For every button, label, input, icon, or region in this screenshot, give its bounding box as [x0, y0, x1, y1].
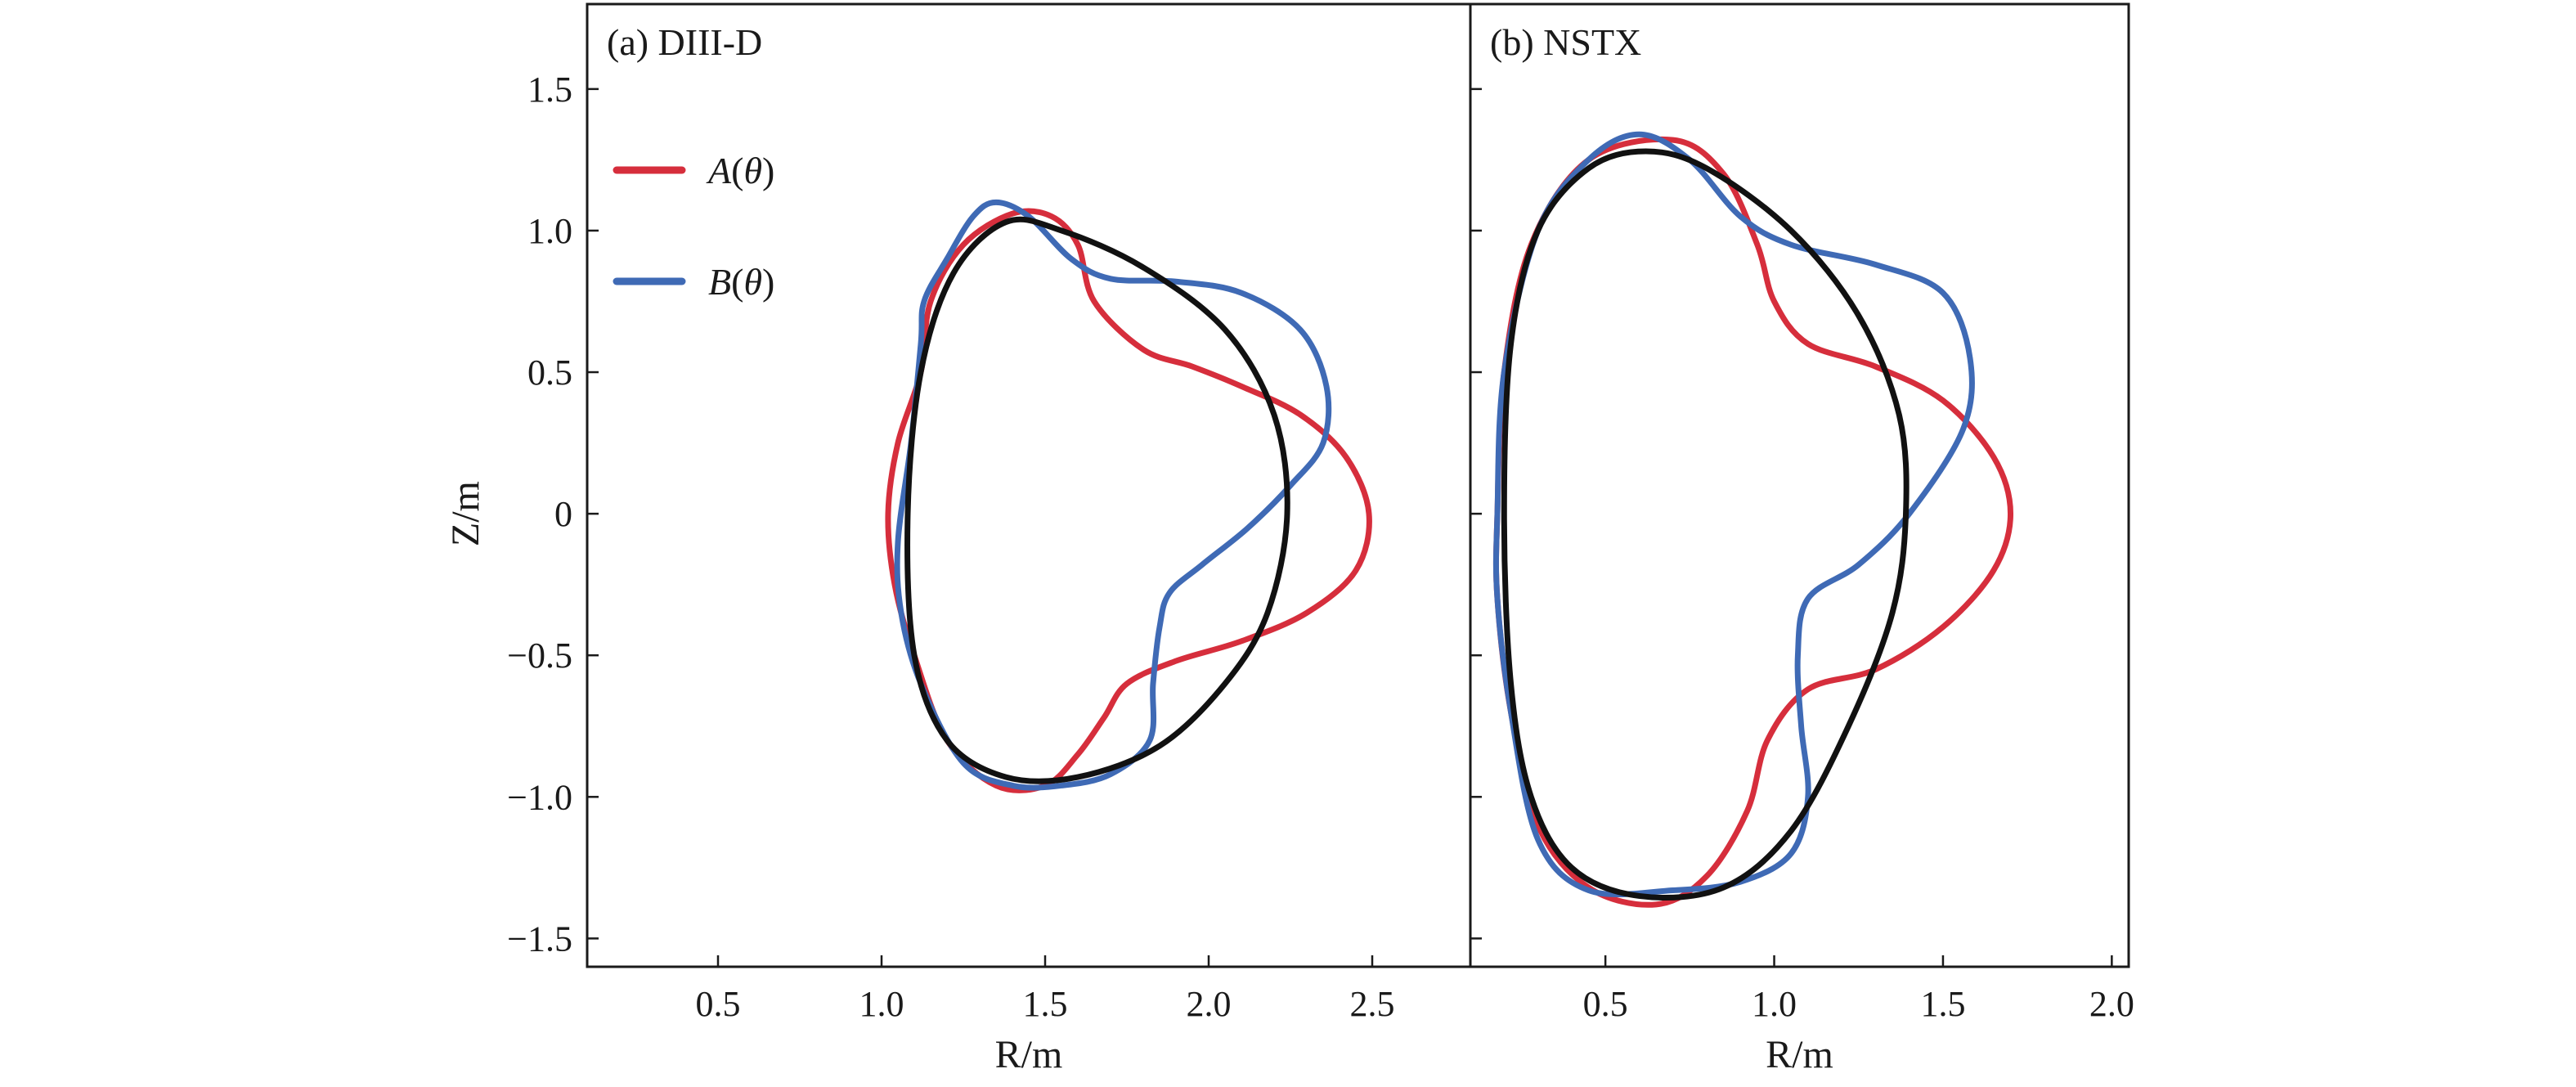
series-reference-line [1501, 148, 1910, 901]
series-b-theta-line [894, 199, 1332, 791]
x-tick-label: 2.5 [1350, 984, 1395, 1024]
y-tick-label: −1.0 [507, 777, 572, 817]
x-tick-label: 0.5 [696, 984, 741, 1024]
x-axis-label: R/m [995, 1033, 1063, 1076]
series-b-theta-line [1492, 131, 1975, 898]
y-tick-label: 1.0 [527, 211, 572, 251]
y-axis-label: Z/m [444, 481, 487, 546]
series-a-theta-line [885, 208, 1372, 793]
legend-label: A(θ) [706, 150, 774, 191]
x-tick-label: 2.0 [1187, 984, 1232, 1024]
y-tick-label: −1.5 [507, 919, 572, 959]
panel-label: (b) NSTX [1490, 21, 1641, 63]
x-tick-label: 1.5 [1920, 984, 1965, 1024]
y-tick-label: 0.5 [527, 353, 572, 393]
y-tick-label: 1.5 [527, 70, 572, 110]
x-tick-label: 1.0 [1752, 984, 1797, 1024]
x-tick-label: 1.5 [1023, 984, 1068, 1024]
x-tick-label: 2.0 [2089, 984, 2134, 1024]
y-tick-label: 0 [554, 494, 572, 534]
x-axis-label: R/m [1766, 1033, 1833, 1076]
plot-frame [1469, 2, 2130, 968]
legend-label: B(θ) [708, 261, 774, 303]
series-a-theta-line [1492, 136, 2014, 908]
panel-label: (a) DIII-D [607, 21, 762, 63]
panel-nstx: 0.5 1.0 1.5 2.0 R/m (b) NSTX [1469, 2, 2134, 1076]
series-reference-line [904, 216, 1290, 784]
x-tick-label: 1.0 [859, 984, 904, 1024]
panel-diii-d: 0.5 1.0 1.5 2.0 2.5 1.5 1.0 0.5 0 −0.5 −1.0 −1.5 R/m… [444, 2, 1472, 1076]
x-tick-label: 0.5 [1583, 984, 1628, 1024]
y-tick-label: −0.5 [507, 636, 572, 676]
plot-frame [586, 2, 1472, 968]
